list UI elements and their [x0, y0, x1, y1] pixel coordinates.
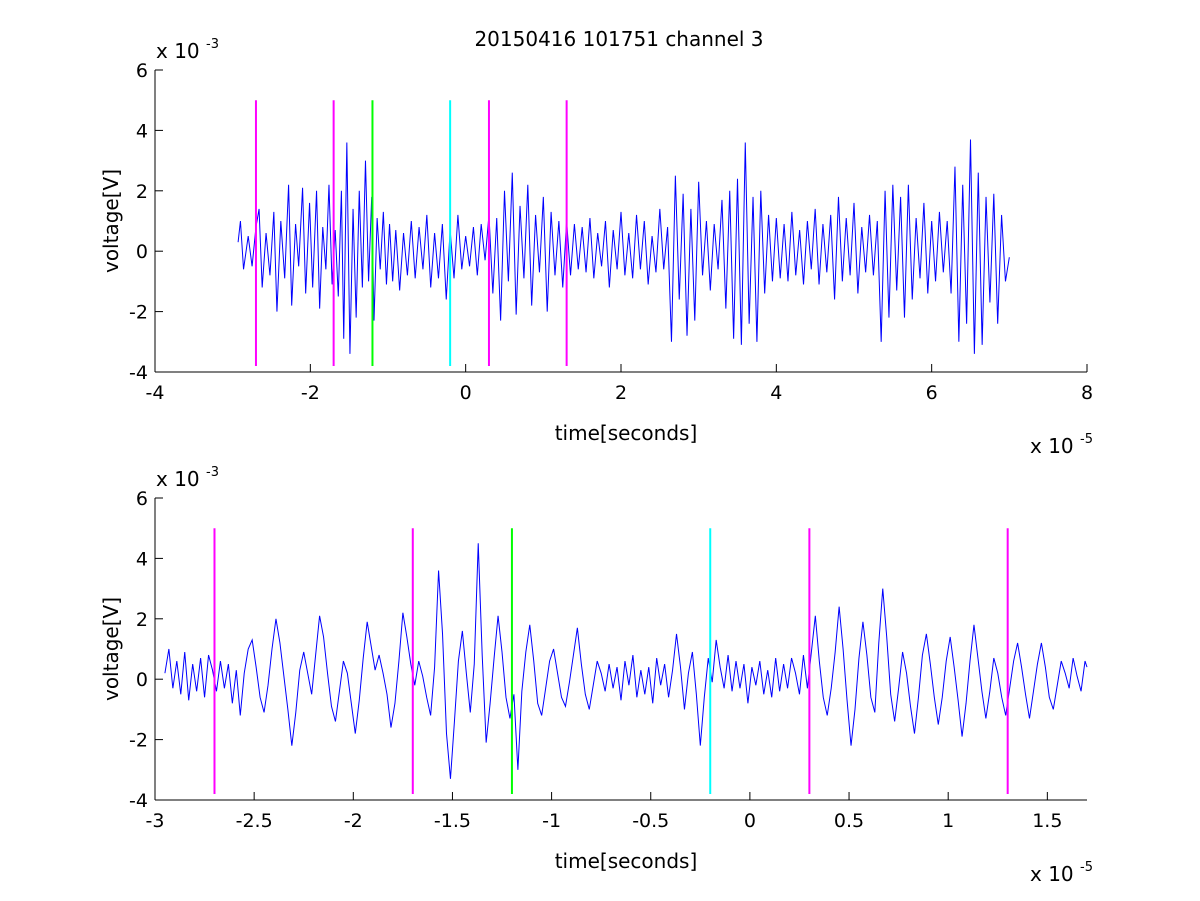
bottom-x-axis-label: time[seconds] — [555, 849, 698, 873]
bottom-x-tick-label-7: 0.5 — [834, 810, 864, 832]
bottom-x-tick-label-1: -2.5 — [236, 810, 273, 832]
top-y-exponent: x 10 -3 — [156, 37, 219, 63]
top-y-tick-label-3: 2 — [136, 181, 148, 203]
bottom-y-exponent: x 10 -3 — [156, 465, 219, 491]
top-x-tick-label-3: 2 — [615, 382, 627, 404]
top-y-axis-label: voltage[V] — [99, 169, 123, 273]
bottom-y-tick-label-3: 2 — [136, 609, 148, 631]
bottom-x-tick-label-6: 0 — [744, 810, 756, 832]
top-y-tick-label-0: -4 — [129, 362, 148, 384]
bottom-x-exponent: x 10 -5 — [1030, 860, 1093, 886]
top-y-tick-label-4: 4 — [136, 120, 148, 142]
bottom-x-tick-label-5: -0.5 — [632, 810, 669, 832]
top-x-tick-label-5: 6 — [926, 382, 938, 404]
top-x-tick-label-6: 8 — [1081, 382, 1093, 404]
bottom-axes: -3 -2.5 -2 -1.5 -1 -0.5 0 0.5 1 1.5 -4 -2 0 2 4 6 time[s… — [99, 465, 1093, 886]
bottom-x-tick-label-0: -3 — [146, 810, 165, 832]
bottom-y-tick-label-4: 4 — [136, 548, 148, 570]
bottom-x-tick-label-8: 1 — [942, 810, 954, 832]
bottom-y-tick-label-2: 0 — [136, 669, 148, 691]
top-x-tick-label-2: 0 — [460, 382, 472, 404]
top-y-tick-label-2: 0 — [136, 241, 148, 263]
bottom-x-tick-label-3: -1.5 — [434, 810, 471, 832]
bottom-y-axis-label: voltage[V] — [99, 597, 123, 701]
top-axes: -4 -2 0 2 4 6 8 -4 -2 0 2 4 6 time[seconds] voltage[V]… — [99, 37, 1093, 458]
top-x-tick-label-1: -2 — [301, 382, 320, 404]
top-y-tick-label-5: 6 — [136, 60, 148, 82]
bottom-signal-line — [164, 543, 1088, 779]
bottom-x-tick-label-4: -1 — [542, 810, 561, 832]
top-x-exponent: x 10 -5 — [1030, 432, 1093, 458]
top-signal-line — [237, 139, 1010, 354]
bottom-y-tick-label-5: 6 — [136, 488, 148, 510]
bottom-y-tick-label-0: -4 — [129, 790, 148, 812]
top-x-axis-label: time[seconds] — [555, 421, 698, 445]
top-y-tick-label-1: -2 — [129, 302, 148, 324]
bottom-y-tick-label-1: -2 — [129, 730, 148, 752]
top-x-tick-label-4: 4 — [770, 382, 782, 404]
figure-title: 20150416 101751 channel 3 — [474, 27, 763, 51]
top-x-tick-label-0: -4 — [146, 382, 165, 404]
bottom-x-tick-label-9: 1.5 — [1032, 810, 1062, 832]
bottom-plot-area — [155, 498, 1087, 800]
bottom-x-tick-label-2: -2 — [344, 810, 363, 832]
